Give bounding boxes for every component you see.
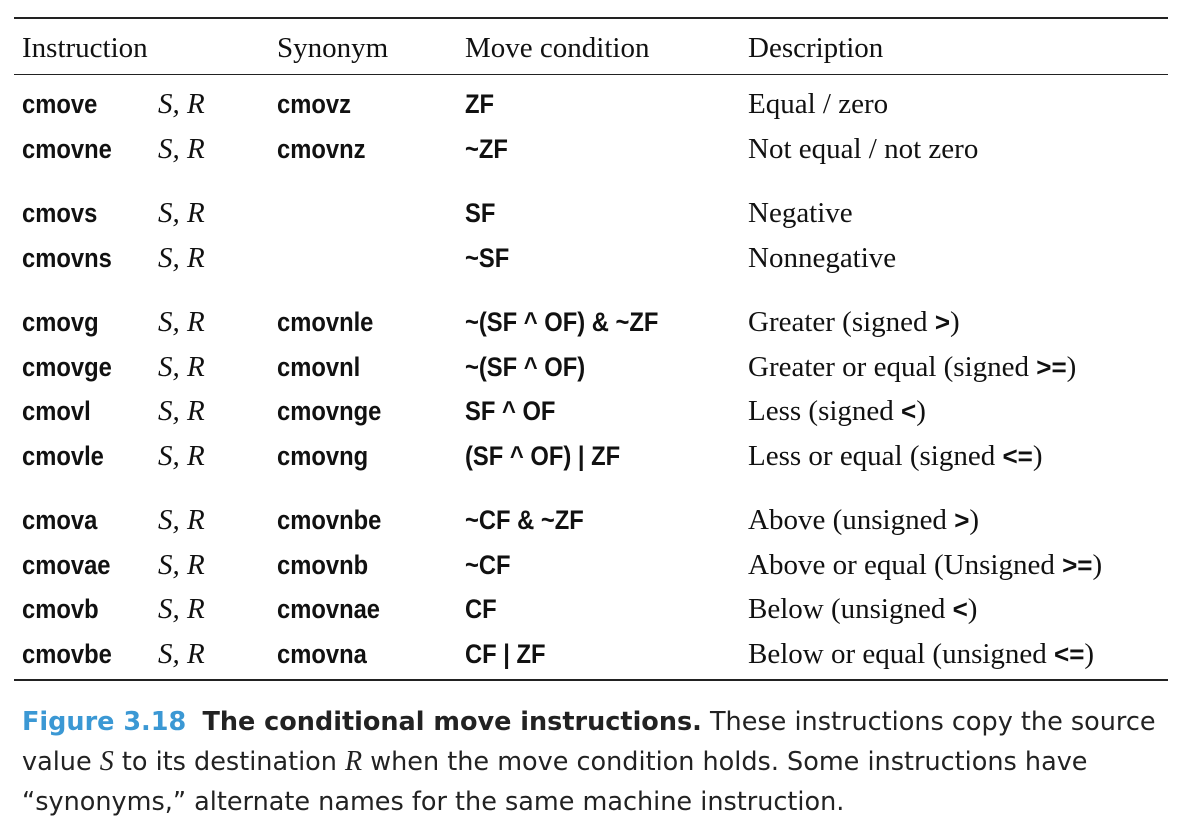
variable: S <box>99 746 114 777</box>
description-text: Above (unsigned <box>748 504 955 536</box>
instruction: cmovl <box>22 396 91 426</box>
operands: S, R <box>158 306 205 338</box>
synonym: cmovnae <box>277 594 381 624</box>
operands: S, R <box>158 132 205 165</box>
operator: >= <box>1036 351 1067 382</box>
operands: S, R <box>158 241 205 274</box>
instruction: cmovns <box>22 242 112 273</box>
operator: < <box>952 594 968 624</box>
condition: SF <box>465 198 496 228</box>
header-rule <box>14 74 1168 75</box>
operator: >= <box>1062 549 1093 580</box>
description: Below or equal (unsigned <=) <box>748 636 1094 672</box>
description-text: Below (unsigned <box>748 593 953 625</box>
instruction: cmovb <box>22 594 99 624</box>
caption-text: when the move condition holds. Some inst… <box>22 747 1088 817</box>
operands: S, R <box>158 637 205 670</box>
description: Greater (signed >) <box>748 304 960 340</box>
synonym: cmovnb <box>277 549 369 580</box>
operator: <= <box>1002 440 1033 471</box>
description: Above or equal (Unsigned >=) <box>748 547 1102 583</box>
description-close: ) <box>1066 350 1077 383</box>
column-header: Instruction <box>22 32 148 64</box>
description: Less or equal (signed <=) <box>748 438 1043 474</box>
instruction: cmovae <box>22 549 111 580</box>
operator: < <box>901 396 917 426</box>
operands: S, R <box>158 350 205 383</box>
column-header: Synonym <box>277 32 389 64</box>
synonym: cmovnge <box>277 396 382 426</box>
caption-text: to its destination <box>113 747 346 777</box>
instruction: cmove <box>22 89 98 119</box>
description-close: ) <box>950 306 960 338</box>
operator: > <box>954 505 970 535</box>
variable: R <box>345 746 363 777</box>
condition: ~CF <box>465 549 511 580</box>
operands: S, R <box>158 395 205 427</box>
condition: ~(SF ^ OF) <box>465 351 586 382</box>
synonym: cmovnz <box>277 133 366 164</box>
description-text: Greater (signed <box>748 306 935 338</box>
description: Less (signed <) <box>748 393 926 429</box>
operands: S, R <box>158 197 205 229</box>
condition: ~ZF <box>465 133 508 164</box>
description-close: ) <box>1032 439 1043 472</box>
instruction: cmovle <box>22 440 104 471</box>
description-close: ) <box>1084 637 1095 670</box>
caption-title: The conditional move instructions. <box>202 707 702 737</box>
column-header: Description <box>748 32 884 64</box>
condition: ~(SF ^ OF) & ~ZF <box>465 307 659 337</box>
condition: ~CF & ~ZF <box>465 505 584 535</box>
synonym: cmovnbe <box>277 505 382 535</box>
operands: S, R <box>158 593 205 625</box>
description-text: Above or equal (Unsigned <box>748 548 1063 581</box>
synonym: cmovz <box>277 89 351 119</box>
description-close: ) <box>969 504 980 536</box>
description: Not equal / not zero <box>748 132 979 165</box>
condition: SF ^ OF <box>465 396 556 426</box>
instruction: cmovs <box>22 198 98 228</box>
caption: Figure 3.18 The conditional move instruc… <box>22 702 1202 822</box>
condition: (SF ^ OF) | ZF <box>465 440 621 471</box>
description-text: Greater or equal (signed <box>748 350 1037 383</box>
description: Greater or equal (signed >=) <box>748 349 1076 385</box>
column-header: Move condition <box>465 32 650 64</box>
description: Below (unsigned <) <box>748 591 977 627</box>
bottom-rule <box>14 679 1168 681</box>
operands: S, R <box>158 88 205 120</box>
description-text: Less or equal (signed <box>748 439 1003 472</box>
synonym: cmovnle <box>277 307 374 337</box>
condition: CF | ZF <box>465 638 546 669</box>
condition: CF <box>465 594 497 624</box>
synonym: cmovnl <box>277 351 361 382</box>
description-close: ) <box>916 395 926 427</box>
description: Above (unsigned >) <box>748 502 979 538</box>
operands: S, R <box>158 439 205 472</box>
description: Equal / zero <box>748 88 889 120</box>
instruction: cmovg <box>22 307 99 337</box>
operands: S, R <box>158 504 205 536</box>
top-rule <box>14 17 1168 19</box>
synonym: cmovng <box>277 440 369 471</box>
description-text: Below or equal (unsigned <box>748 637 1055 670</box>
description: Nonnegative <box>748 241 897 274</box>
description: Negative <box>748 197 853 229</box>
instruction: cmovbe <box>22 638 112 669</box>
operator: > <box>934 307 950 337</box>
description-text: Less (signed <box>748 395 902 427</box>
description-close: ) <box>967 593 978 625</box>
instruction: cmovne <box>22 133 112 164</box>
condition: ~SF <box>465 242 510 273</box>
operator: <= <box>1054 638 1085 669</box>
operands: S, R <box>158 548 205 581</box>
figure-label: Figure 3.18 <box>22 707 187 737</box>
synonym: cmovna <box>277 638 367 669</box>
instruction: cmovge <box>22 351 112 382</box>
description-close: ) <box>1092 548 1103 581</box>
instruction: cmova <box>22 505 98 535</box>
condition: ZF <box>465 89 495 119</box>
caption-text: These instructions copy the source value <box>22 707 1156 777</box>
